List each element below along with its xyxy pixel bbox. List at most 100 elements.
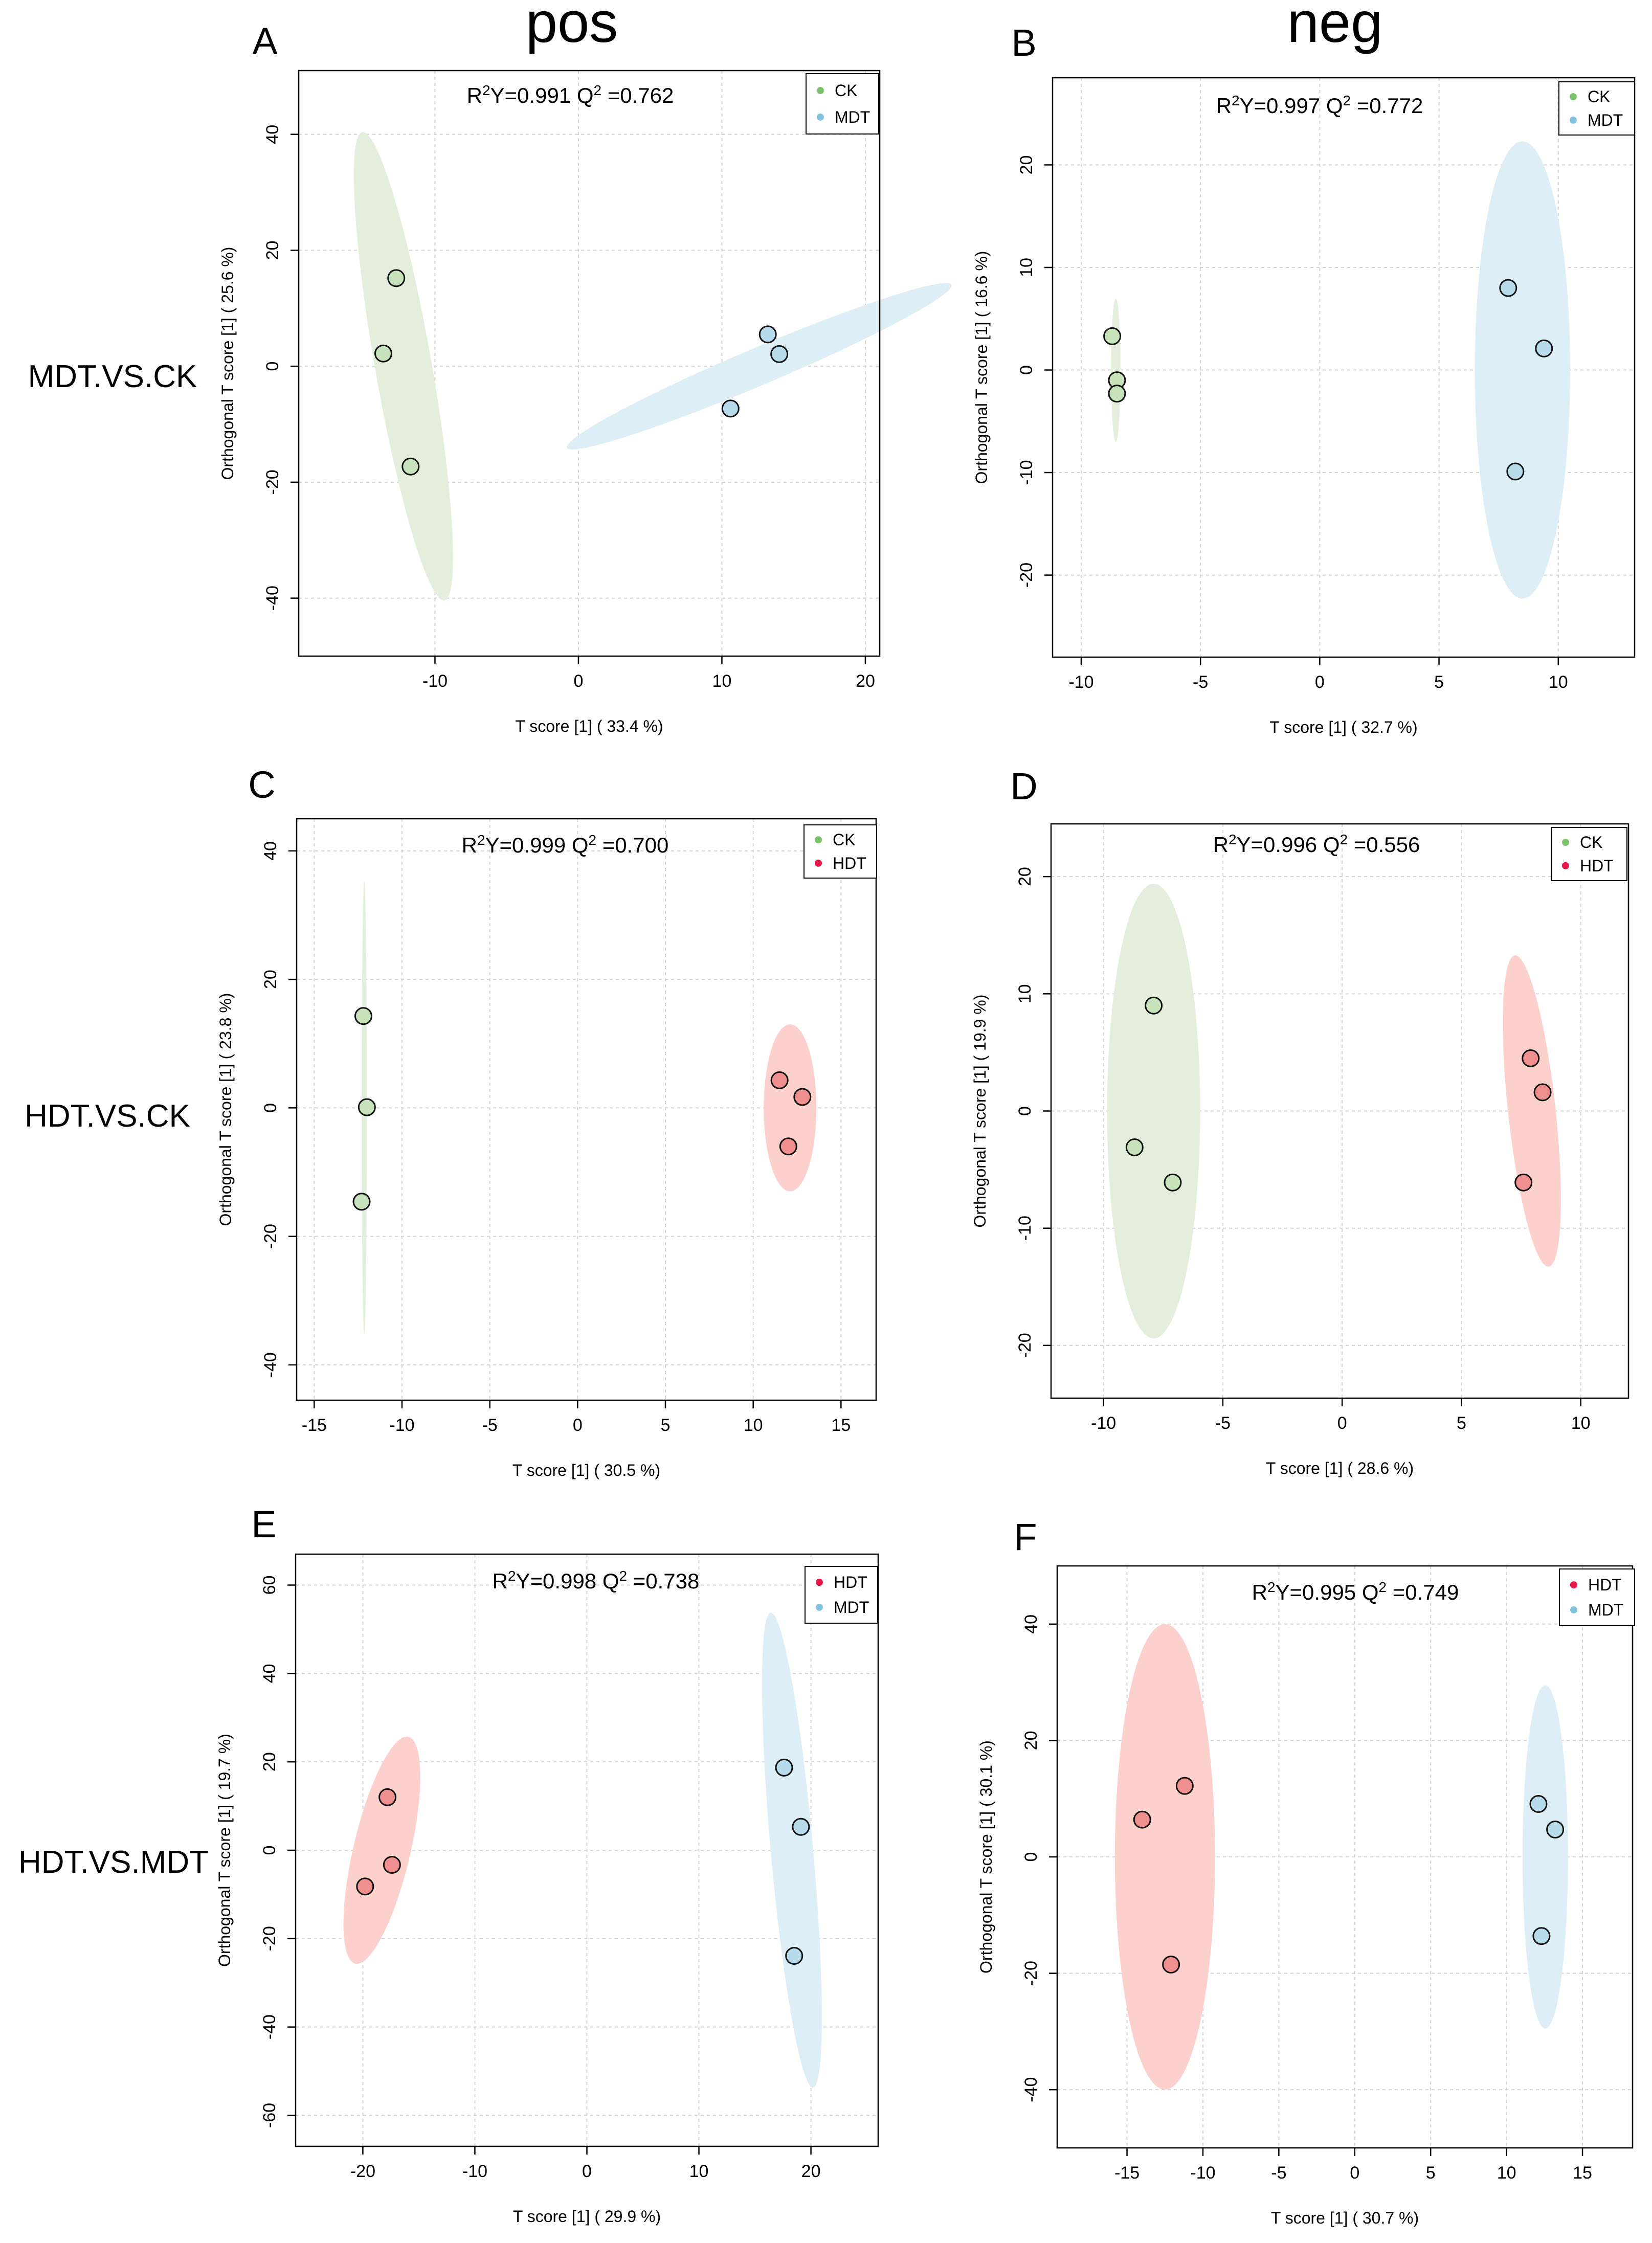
- point-mdt-b-3: [1506, 462, 1525, 481]
- x-tick-label-c-5: 10: [744, 1416, 763, 1435]
- legend-c: CK HDT: [803, 824, 877, 879]
- y-tick-label-b-1: -10: [1017, 460, 1036, 485]
- y-tick-label-b-3: 10: [1017, 258, 1036, 277]
- model-stats-part-f-4: =0.749: [1387, 1580, 1459, 1604]
- legend-marker-ck-c: [815, 836, 822, 844]
- model-stats-part-c-0: R: [462, 833, 477, 857]
- point-hdt-f-1: [1133, 1810, 1151, 1829]
- panel-e: E -20 -10 0 10 20 -60 -40 -20 0 20 40 60 T score [1] …: [215, 1503, 879, 2226]
- model-stats-part-c-3: 2: [589, 832, 597, 848]
- x-tick-label-c-3: 0: [573, 1416, 583, 1435]
- x-axis-label-a: T score [1] ( 33.4 %): [515, 717, 663, 735]
- legend-marker-ck-a: [817, 87, 824, 95]
- plot-frame-a: [298, 70, 881, 657]
- point-hdt-c-3: [779, 1137, 797, 1156]
- model-stats-part-c-4: =0.700: [596, 833, 668, 857]
- ellipse-mdt-f: [1522, 1685, 1568, 2029]
- legend-marker-hdt-c: [815, 859, 822, 867]
- point-mdt-a-1: [758, 325, 777, 344]
- model-stats-part-b-2: Y=0.997 Q: [1240, 94, 1343, 118]
- y-tick-label-c-1: -20: [261, 1224, 280, 1249]
- point-mdt-a-3: [721, 399, 740, 418]
- y-tick-label-a-4: 40: [263, 125, 282, 144]
- model-stats-part-c-1: 2: [477, 832, 485, 848]
- point-ck-c-2: [358, 1098, 376, 1116]
- point-mdt-e-1: [775, 1758, 793, 1777]
- model-stats-part-b-0: R: [1216, 94, 1232, 118]
- x-tick-label-f-6: 15: [1573, 2163, 1592, 2183]
- x-tick-label-c-1: -10: [389, 1416, 414, 1435]
- legend-box-b: [1558, 81, 1635, 136]
- x-tick-label-e-3: 10: [689, 2162, 709, 2181]
- x-tick-label-f-0: -15: [1114, 2163, 1140, 2183]
- y-tick-label-a-2: 0: [263, 362, 282, 371]
- model-stats-part-d-3: 2: [1340, 832, 1348, 847]
- x-tick-label-f-4: 5: [1426, 2163, 1436, 2183]
- y-tick-label-e-3: 0: [260, 1846, 279, 1855]
- y-tick-label-d-4: 20: [1015, 867, 1035, 886]
- point-ck-c-1: [354, 1007, 372, 1025]
- y-axis-label-c: Orthogonal T score [1] ( 23.8 %): [216, 993, 235, 1226]
- point-hdt-d-2: [1533, 1083, 1552, 1102]
- point-mdt-b-2: [1535, 339, 1553, 357]
- y-tick-label-b-2: 0: [1017, 365, 1036, 375]
- x-tick-label-c-2: -5: [482, 1416, 498, 1435]
- y-tick-label-c-4: 40: [261, 841, 280, 861]
- y-tick-label-a-0: -40: [263, 586, 282, 611]
- model-stats-part-d-1: 2: [1229, 832, 1237, 847]
- point-hdt-c-1: [770, 1071, 789, 1089]
- y-tick-label-f-0: -40: [1021, 2077, 1041, 2102]
- ellipse-hdt-d: [1503, 955, 1561, 1267]
- x-tick-label-f-2: -5: [1271, 2163, 1286, 2183]
- y-tick-label-f-3: 20: [1021, 1731, 1041, 1750]
- x-tick-label-b-4: 10: [1549, 672, 1568, 692]
- legend-label-ck-c: CK: [833, 831, 855, 849]
- ellipse-hdt-e: [343, 1736, 420, 1964]
- legend-label-hdt-d: HDT: [1580, 857, 1614, 875]
- legend-label-mdt-f: MDT: [1588, 1601, 1623, 1619]
- y-axis-label-d: Orthogonal T score [1] ( 19.9 %): [971, 995, 989, 1228]
- model-stats-part-b-1: 2: [1232, 93, 1240, 108]
- point-mdt-e-2: [792, 1818, 810, 1836]
- model-stats-d: R2Y=0.996 Q2 =0.556: [1213, 832, 1420, 857]
- model-stats-part-b-4: =0.772: [1351, 94, 1423, 118]
- model-stats-b: R2Y=0.997 Q2 =0.772: [1216, 93, 1423, 118]
- row-label-hdt-vs-ck: HDT.VS.CK: [25, 1098, 190, 1134]
- column-title-neg: neg: [1287, 0, 1383, 54]
- point-mdt-f-1: [1529, 1795, 1548, 1813]
- y-tick-label-c-2: 0: [261, 1103, 280, 1113]
- legend-d: CK HDT: [1551, 827, 1627, 881]
- point-ck-a-2: [374, 344, 392, 363]
- y-axis-label-f: Orthogonal T score [1] ( 30.1 %): [977, 1740, 995, 1973]
- point-ck-d-3: [1164, 1173, 1182, 1192]
- legend-marker-mdt-b: [1570, 116, 1577, 124]
- legend-label-ck-d: CK: [1580, 833, 1602, 851]
- ellipse-hdt-f: [1114, 1624, 1215, 2090]
- model-stats-c: R2Y=0.999 Q2 =0.700: [462, 832, 669, 858]
- x-tick-label-b-3: 5: [1434, 672, 1444, 692]
- panel-letter-e: E: [251, 1503, 276, 1545]
- x-tick-label-c-6: 15: [831, 1416, 851, 1435]
- x-tick-label-e-4: 20: [801, 2162, 821, 2181]
- ellipse-mdt-a: [567, 283, 952, 450]
- legend-e: HDT MDT: [805, 1566, 878, 1624]
- x-tick-label-e-2: 0: [582, 2162, 592, 2181]
- model-stats-part-e-3: 2: [619, 1568, 628, 1584]
- x-tick-label-e-0: -20: [350, 2162, 375, 2181]
- legend-box-f: [1559, 1568, 1635, 1626]
- y-tick-label-d-1: -10: [1015, 1216, 1035, 1241]
- ellipse-ck-b: [1111, 298, 1121, 442]
- point-ck-b-3: [1108, 385, 1126, 403]
- panel-letter-b: B: [1011, 21, 1036, 64]
- legend-label-hdt-c: HDT: [833, 854, 866, 872]
- legend-label-ck-a: CK: [835, 81, 857, 100]
- row-label-mdt-vs-ck: MDT.VS.CK: [28, 359, 197, 394]
- panel-d: D -10 -5 0 5 10 -20 -10 0 10 20 T score [1] ( 28.6 …: [971, 765, 1629, 1477]
- ellipse-mdt-e: [762, 1612, 822, 2088]
- y-tick-label-c-3: 20: [261, 970, 280, 989]
- model-stats-e: R2Y=0.998 Q2 =0.738: [493, 1568, 700, 1594]
- y-axis-label-b: Orthogonal T score [1] ( 16.6 %): [972, 251, 991, 484]
- plot-frame-c: [296, 818, 877, 1401]
- model-stats-part-a-0: R: [467, 83, 482, 107]
- point-hdt-e-1: [378, 1788, 397, 1806]
